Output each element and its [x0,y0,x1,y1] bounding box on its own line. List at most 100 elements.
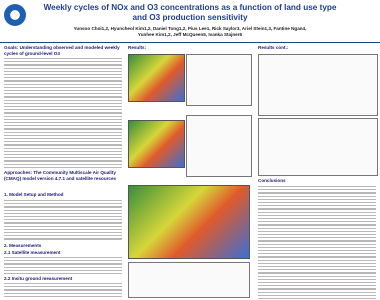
text-line [4,128,122,130]
text-line [4,160,122,162]
text-line [258,285,376,287]
text-line [258,211,376,213]
text-line [258,195,376,197]
map [128,54,185,102]
text-line [258,256,376,258]
text-line [4,225,122,227]
text-line [4,266,122,268]
map [128,120,185,168]
text-line [4,235,122,237]
text-line [4,99,122,101]
text-line [258,198,376,201]
text-line [4,115,122,117]
text-line [4,295,122,298]
text-line [4,260,122,262]
text-line [4,263,122,265]
text-line [258,186,376,188]
text-line [258,205,376,207]
text-line [258,221,376,223]
text-line [258,192,376,194]
text-line [4,112,122,114]
text-line [4,80,122,82]
text-line [4,163,122,165]
logo [4,4,26,26]
text-line [4,64,122,66]
text-line [4,232,122,234]
text-line [4,106,122,108]
text-line [4,273,122,275]
text-line [258,298,376,300]
text-line [4,70,122,73]
text-line [258,224,376,226]
text-line [258,189,376,191]
text-line [4,157,122,159]
text-line [4,222,122,224]
text-line [4,61,122,63]
text-line [4,118,122,121]
text-line [4,166,122,169]
text-line [4,216,122,218]
plot [128,262,250,298]
text-line [4,83,122,85]
text-line [258,243,376,245]
text-line [258,282,376,284]
text-line [4,141,122,143]
text-line [4,228,122,231]
title: Weekly cycles of NOx and O3 concentratio… [43,3,337,22]
text-line [4,150,122,153]
section-heading: 2.2 Insitu ground measurement [4,276,73,281]
text-line [258,250,376,252]
text-line [258,259,376,261]
text-line [4,125,122,127]
section-heading: 2.1 Satellite measurement [4,250,61,255]
text-line [4,138,122,140]
text-line [4,269,122,272]
map [128,185,250,259]
text-line [4,212,122,215]
plot [258,54,378,116]
text-line [4,58,122,60]
text-line [4,209,122,211]
text-line [4,257,122,259]
divider [0,42,380,43]
text-line [258,234,376,236]
text-line [4,203,122,205]
text-line [4,93,122,95]
text-line [4,200,122,202]
plot [186,115,252,177]
text-line [258,278,376,281]
text-line [258,227,376,229]
text-line [4,238,122,240]
text-line [4,219,122,221]
text-line [4,154,122,156]
text-line [258,246,376,249]
text-line [258,230,376,233]
section-heading: Results cont.: [258,45,289,50]
text-line [4,292,122,294]
text-line [4,144,122,146]
text-line [4,90,122,92]
text-line [258,275,376,277]
section-heading: Goals: Understanding observed and modele… [4,45,120,56]
text-line [4,289,122,291]
text-line [258,294,376,297]
text-line [258,237,376,239]
text-line [258,253,376,255]
text-line [258,240,376,242]
section-heading: 1. Model Setup and Method [4,192,64,197]
text-line [258,288,376,290]
section-heading: Conclusions [258,178,286,183]
text-line [4,206,122,208]
authors: Yunsoo Choi1,2, Hyuncheol Kim1,2, Daniel… [73,26,307,37]
text-line [258,269,376,271]
text-line [4,134,122,137]
text-line [258,272,376,274]
text-line [258,202,376,204]
text-line [258,266,376,268]
text-line [4,122,122,124]
text-line [4,77,122,79]
section-heading: Results: [128,45,147,50]
section-heading: 2. Measurements [4,243,42,248]
text-line [4,74,122,76]
